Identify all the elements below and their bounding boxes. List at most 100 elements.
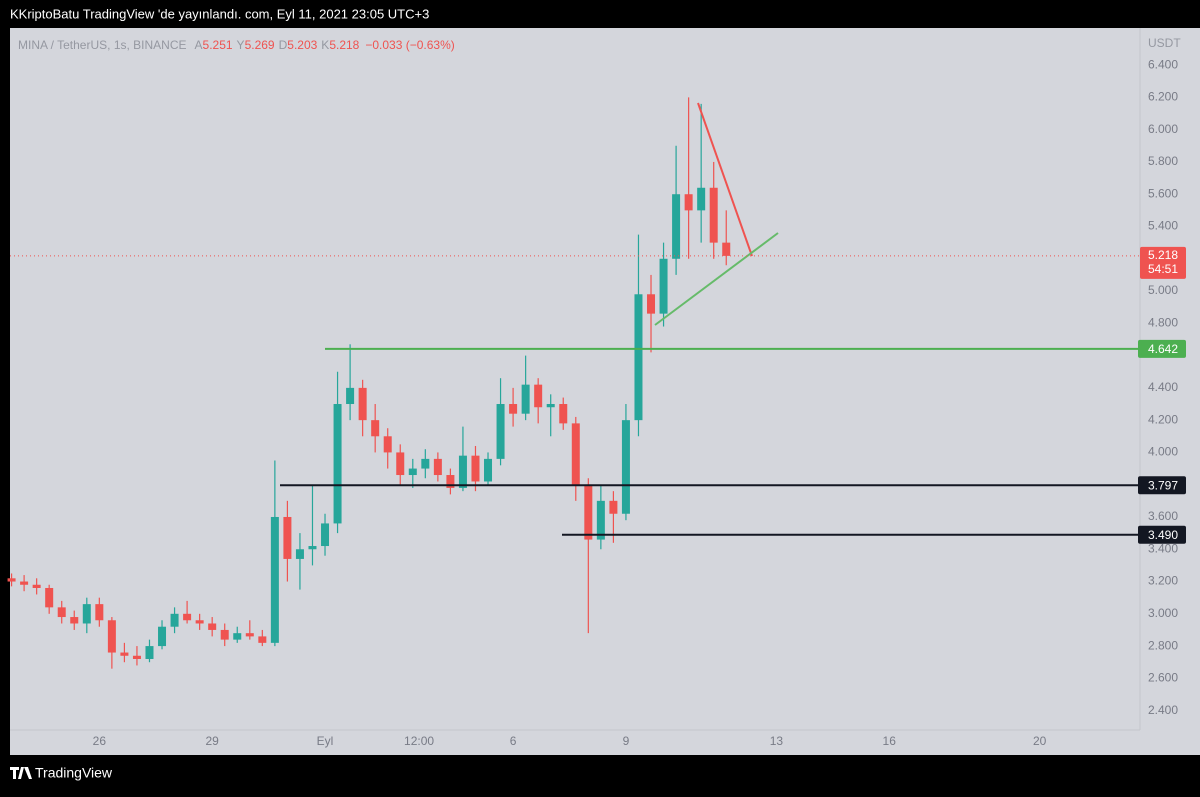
candle-body (509, 404, 518, 414)
candle-body (358, 387, 367, 421)
candle-body (283, 516, 292, 559)
header-title: KKriptoBatu TradingView 'de yayınlandı. … (10, 6, 429, 21)
candle-body (308, 546, 317, 550)
candle-body (609, 500, 618, 514)
candle-body (697, 187, 706, 211)
y-tick-label: 3.400 (1148, 541, 1178, 555)
legend-symbol: MINA / TetherUS, 1s, BINANCE (18, 38, 187, 52)
candle-body (258, 636, 267, 643)
candle-body (333, 404, 342, 524)
legend-ohlc-value: 5.203 (287, 38, 317, 52)
candle-body (245, 633, 254, 637)
candle-body (107, 620, 116, 653)
candle-body (647, 294, 656, 314)
candle-body (659, 258, 668, 314)
x-tick-label: 6 (510, 734, 517, 748)
candle-body (571, 423, 580, 485)
candle-body (446, 475, 455, 488)
y-tick-label: 3.200 (1148, 574, 1178, 588)
x-tick-label: 12:00 (404, 734, 434, 748)
x-tick-label: 26 (93, 734, 107, 748)
legend-ohlc-label: K (321, 38, 329, 52)
y-tick-label: 5.800 (1148, 154, 1178, 168)
candle-body (7, 578, 16, 582)
candle-body (183, 613, 192, 621)
candle-body (496, 404, 505, 459)
candle-body (321, 523, 330, 547)
candle-body (433, 458, 442, 476)
candle-body (621, 420, 630, 514)
candle-body (70, 617, 79, 624)
candle-body (170, 613, 179, 627)
candle-body (684, 194, 693, 211)
footer-brand[interactable]: TradingView (35, 765, 113, 781)
level-label-box (1138, 339, 1186, 358)
candle-body (346, 387, 355, 405)
header-bar (0, 0, 1200, 28)
plot (7, 97, 731, 669)
candle-body (270, 516, 279, 643)
candle-body (220, 629, 229, 640)
trend-line-upper (697, 102, 753, 257)
y-tick-label: 4.400 (1148, 380, 1178, 394)
candle-body (82, 604, 91, 624)
legend-ohlc-value: 5.251 (203, 38, 233, 52)
candle-body (158, 626, 167, 647)
last-price-label: 5.218 (1148, 248, 1178, 262)
candle-body (709, 187, 718, 243)
chart-background (10, 28, 1200, 755)
y-tick-label: 2.400 (1148, 703, 1178, 717)
legend-change: −0.033 (−0.63%) (365, 38, 454, 52)
y-tick-label: 6.000 (1148, 122, 1178, 136)
candle-body (145, 646, 154, 659)
candle-body (371, 420, 380, 437)
candle-body (408, 468, 417, 476)
level-label-box (1138, 476, 1186, 495)
candle-body (383, 436, 392, 453)
y-tick-label: 4.200 (1148, 412, 1178, 426)
x-tick-label: 9 (623, 734, 630, 748)
y-tick-label: 5.400 (1148, 219, 1178, 233)
legend-ohlc-label: A (195, 38, 203, 52)
level-label: 3.797 (1148, 478, 1178, 492)
legend-ohlc-value: 5.218 (329, 38, 359, 52)
overlay: 2.400 2.600 2.800 3.000 3.200 3.400 3.600 4.000… (10, 57, 1186, 748)
candle-body (484, 458, 493, 482)
footer-bar (0, 755, 1200, 792)
y-tick-label: 4.000 (1148, 445, 1178, 459)
y-tick-label: 4.800 (1148, 315, 1178, 329)
candle-body (672, 194, 681, 259)
legend-ohlc-label: Y (237, 38, 245, 52)
x-tick-label: 16 (883, 734, 897, 748)
candle-body (458, 455, 467, 488)
level-label: 4.642 (1148, 342, 1178, 356)
y-tick-label: 2.800 (1148, 638, 1178, 652)
legend-ohlc-label: D (279, 38, 288, 52)
y-tick-label: 5.000 (1148, 283, 1178, 297)
legend-ohlc-value: 5.269 (245, 38, 275, 52)
y-tick-label: 6.400 (1148, 57, 1178, 71)
candle-body (559, 404, 568, 424)
candle-body (396, 452, 405, 476)
y-tick-label: 2.600 (1148, 671, 1178, 685)
countdown-label: 54:51 (1148, 262, 1178, 276)
candle-body (596, 500, 605, 540)
candle-body (534, 384, 543, 408)
legend: MINA / TetherUS, 1s, BINANCE A5.251 Y5.269… (18, 38, 455, 52)
candle-body (132, 655, 141, 659)
candle-body (195, 620, 204, 624)
currency: USDT (1148, 36, 1181, 50)
level-label: 3.490 (1148, 528, 1178, 542)
trend-line-lower (654, 232, 779, 326)
y-tick-label: 6.200 (1148, 90, 1178, 104)
candle-body (233, 633, 242, 640)
candle-body (208, 623, 217, 630)
last-price-box (1140, 246, 1186, 279)
candle-body (95, 604, 104, 621)
candle-body (722, 242, 731, 256)
y-tick-label: 3.000 (1148, 606, 1178, 620)
y-tick-label: 5.600 (1148, 186, 1178, 200)
footer-logo (10, 767, 32, 779)
